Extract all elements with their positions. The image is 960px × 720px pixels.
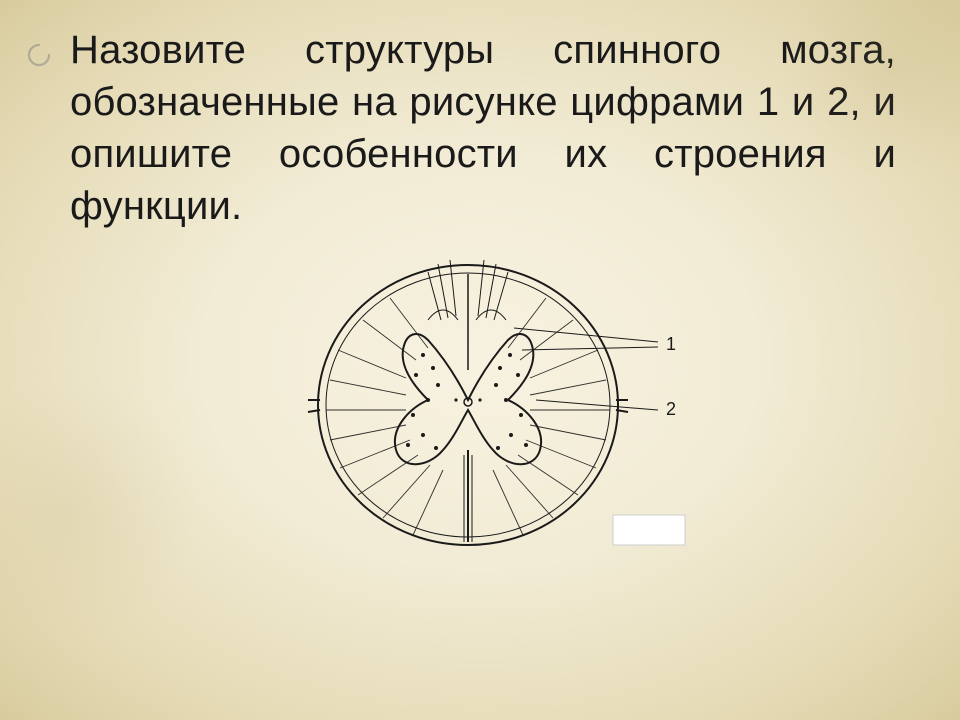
figure-corner-box	[613, 515, 685, 545]
slide-body-text: Назовите структуры спинного мозга, обозн…	[70, 24, 896, 232]
bullet-icon	[26, 42, 52, 68]
figure-container: 1 2	[70, 250, 896, 550]
diagram-label-2: 2	[666, 399, 676, 419]
spinal-cord-diagram: 1 2	[278, 250, 688, 550]
diagram-label-1: 1	[666, 334, 676, 354]
slide: Назовите структуры спинного мозга, обозн…	[0, 0, 960, 720]
